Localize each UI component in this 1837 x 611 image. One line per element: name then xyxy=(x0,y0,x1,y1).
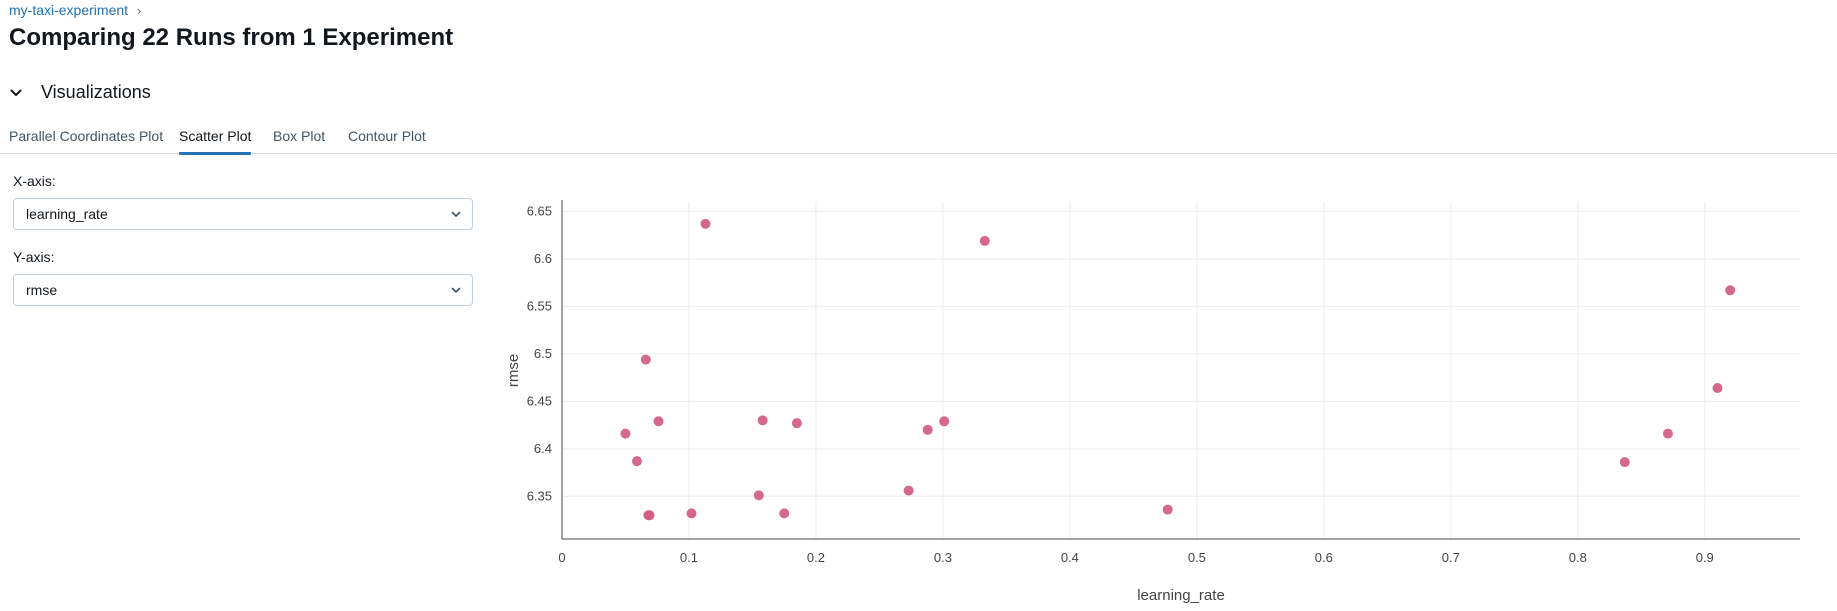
scatter-point xyxy=(631,456,642,467)
scatter-point xyxy=(1162,504,1173,515)
plot-gridlines xyxy=(562,202,1800,539)
section-title: Visualizations xyxy=(41,82,151,102)
scatter-point xyxy=(1712,383,1723,394)
scatter-point xyxy=(640,354,651,365)
x-axis-select[interactable]: learning_rate xyxy=(13,198,473,230)
x-tick-label: 0.4 xyxy=(1061,550,1079,565)
y-axis-select-value: rmse xyxy=(26,282,58,298)
x-axis-select-value: learning_rate xyxy=(26,206,108,222)
breadcrumb: my-taxi-experiment › xyxy=(9,2,141,18)
y-axis-select[interactable]: rmse xyxy=(13,274,473,306)
y-tick-label: 6.4 xyxy=(534,441,552,456)
tab-box-plot[interactable]: Box Plot xyxy=(273,128,326,144)
y-axis-ticks: 6.35 6.4 6.45 6.5 6.55 6.6 6.65 xyxy=(527,203,552,503)
scatter-points xyxy=(620,218,1736,521)
scatter-plot[interactable]: 0 0.1 0.2 0.3 0.4 0.5 0.6 0.7 0.8 0.9 6.35 6.4 6.45… xyxy=(500,190,1820,605)
scatter-point xyxy=(1725,285,1736,296)
scatter-point xyxy=(620,428,631,439)
x-axis-label: X-axis: xyxy=(13,173,56,189)
x-tick-label: 0.2 xyxy=(807,550,825,565)
x-axis-ticks: 0 0.1 0.2 0.3 0.4 0.5 0.6 0.7 0.8 0.9 xyxy=(558,550,1713,565)
x-tick-label: 0 xyxy=(558,550,565,565)
visualization-tabs: Parallel Coordinates Plot Scatter Plot B… xyxy=(0,128,1837,155)
y-axis-label: Y-axis: xyxy=(13,249,55,265)
scatter-point xyxy=(979,235,990,246)
x-tick-label: 0.7 xyxy=(1442,550,1460,565)
x-tick-label: 0.9 xyxy=(1696,550,1714,565)
breadcrumb-experiment-link[interactable]: my-taxi-experiment xyxy=(9,2,129,18)
y-tick-label: 6.65 xyxy=(527,203,552,218)
scatter-point xyxy=(779,508,790,519)
y-tick-label: 6.6 xyxy=(534,251,552,266)
x-tick-label: 0.8 xyxy=(1569,550,1587,565)
chevron-down-icon xyxy=(450,208,462,220)
scatter-point xyxy=(753,490,764,501)
scatter-point xyxy=(1662,428,1673,439)
x-tick-label: 0.3 xyxy=(934,550,952,565)
y-tick-label: 6.35 xyxy=(527,488,552,503)
tab-contour-plot[interactable]: Contour Plot xyxy=(348,128,426,144)
x-tick-label: 0.5 xyxy=(1188,550,1206,565)
scatter-point xyxy=(791,418,802,429)
x-axis-title: learning_rate xyxy=(1137,587,1225,604)
x-tick-label: 0.6 xyxy=(1315,550,1333,565)
tab-scatter-plot[interactable]: Scatter Plot xyxy=(179,128,252,155)
chevron-down-icon xyxy=(9,86,23,100)
scatter-point xyxy=(686,508,697,519)
scatter-point xyxy=(1619,457,1630,468)
scatter-point xyxy=(644,510,655,521)
scatter-point xyxy=(939,416,950,427)
scatter-point xyxy=(922,424,933,435)
y-tick-label: 6.45 xyxy=(527,393,552,408)
y-tick-label: 6.55 xyxy=(527,298,552,313)
y-tick-label: 6.5 xyxy=(534,346,552,361)
chevron-down-icon xyxy=(450,284,462,296)
scatter-point xyxy=(757,415,768,426)
breadcrumb-separator: › xyxy=(137,2,142,18)
x-tick-label: 0.1 xyxy=(680,550,698,565)
page-title: Comparing 22 Runs from 1 Experiment xyxy=(9,24,454,51)
scatter-point xyxy=(700,218,711,229)
scatter-point xyxy=(653,416,664,427)
tab-parallel-coordinates-plot[interactable]: Parallel Coordinates Plot xyxy=(9,128,164,144)
visualizations-section-toggle[interactable]: Visualizations xyxy=(9,82,151,103)
scatter-point xyxy=(903,485,914,496)
y-axis-title: rmse xyxy=(505,354,522,387)
